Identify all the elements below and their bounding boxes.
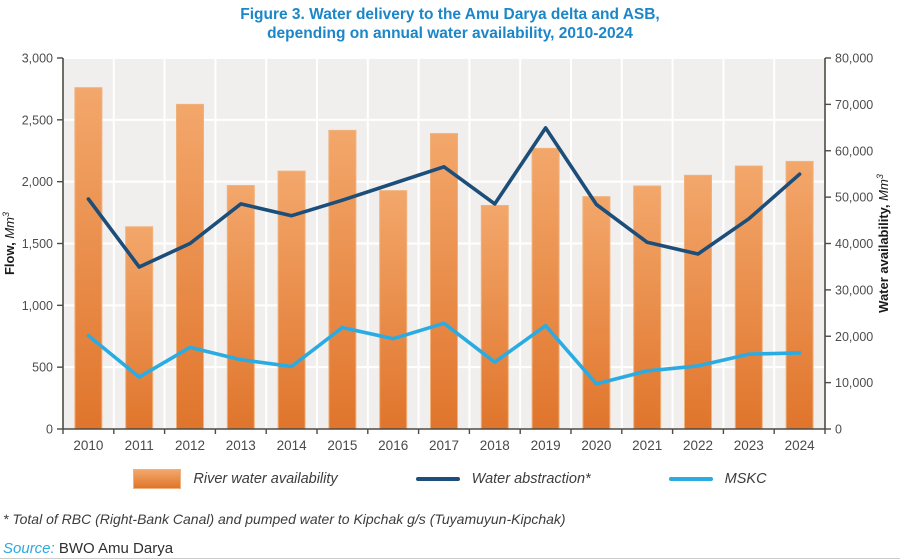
x-label-2019: 2019 bbox=[531, 438, 561, 453]
left-tick-2,500: 2,500 bbox=[22, 113, 53, 127]
x-label-2020: 2020 bbox=[581, 438, 611, 453]
right-tick-50,000: 50,000 bbox=[835, 191, 873, 205]
figure-title-line1: Figure 3. Water delivery to the Amu Dary… bbox=[240, 6, 660, 23]
bar-2015 bbox=[328, 129, 357, 430]
bar-2012 bbox=[176, 103, 204, 430]
bar-2021 bbox=[633, 185, 662, 430]
chart-area: 0 500 1,000 1,500 2,000 2,500 3,000 0 10,000 20,0… bbox=[0, 48, 900, 460]
x-label-2017: 2017 bbox=[429, 438, 459, 453]
river-water-availability-swatch bbox=[133, 469, 182, 489]
x-label-2022: 2022 bbox=[683, 438, 713, 453]
legend-label-river-water-availability: River water availability bbox=[193, 471, 338, 487]
right-tick-60,000: 60,000 bbox=[835, 144, 873, 158]
right-tick-40,000: 40,000 bbox=[835, 237, 873, 251]
bar-2020 bbox=[582, 196, 611, 430]
source-label: Source: bbox=[3, 540, 55, 557]
right-tick-10,000: 10,000 bbox=[835, 376, 873, 390]
left-tick-3,000: 3,000 bbox=[22, 52, 53, 66]
bar-2010 bbox=[74, 87, 103, 430]
bottom-divider bbox=[0, 558, 900, 559]
chart-svg: 0 500 1,000 1,500 2,000 2,500 3,000 0 10,000 20,0… bbox=[1, 52, 891, 454]
x-axis-labels: 2010 2011 2012 2013 2014 2015 2016 2017 2018 2019… bbox=[73, 438, 815, 453]
right-tick-20,000: 20,000 bbox=[835, 330, 873, 344]
right-tick-70,000: 70,000 bbox=[835, 98, 873, 112]
bar-2023 bbox=[734, 165, 763, 430]
left-tick-1,000: 1,000 bbox=[22, 299, 53, 313]
left-tick-1,500: 1,500 bbox=[22, 237, 53, 251]
left-tick-500: 500 bbox=[32, 361, 53, 375]
right-tick-0: 0 bbox=[835, 423, 842, 437]
bars-river-water-availability bbox=[74, 87, 814, 430]
right-tick-30,000: 30,000 bbox=[835, 283, 873, 297]
bar-2013 bbox=[226, 185, 255, 430]
mskc-line bbox=[86, 321, 802, 386]
legend-label-mskc: MSKC bbox=[724, 471, 767, 487]
bar-2011 bbox=[125, 226, 154, 430]
left-tick-2,000: 2,000 bbox=[22, 175, 53, 189]
left-axis-title: Flow, Mm3 bbox=[1, 212, 17, 275]
mskc-line-swatch bbox=[668, 477, 713, 481]
x-label-2011: 2011 bbox=[125, 438, 154, 453]
legend-item-water-abstraction: Water abstraction* bbox=[415, 471, 591, 487]
legend-item-mskc: MSKC bbox=[668, 471, 767, 487]
footnote: * Total of RBC (Right-Bank Canal) and pu… bbox=[3, 511, 566, 527]
right-tick-80,000: 80,000 bbox=[835, 52, 873, 66]
source-line: Source: BWO Amu Darya bbox=[3, 540, 173, 557]
bar-2022 bbox=[684, 174, 712, 430]
bar-2017 bbox=[430, 133, 458, 430]
x-label-2016: 2016 bbox=[378, 438, 408, 453]
water-abstraction-line bbox=[86, 126, 802, 269]
left-tick-0: 0 bbox=[46, 423, 53, 437]
legend-item-river-water-availability: River water availability bbox=[133, 469, 338, 489]
x-label-2024: 2024 bbox=[785, 438, 816, 453]
water-abstraction-line-swatch bbox=[415, 477, 460, 481]
x-label-2010: 2010 bbox=[73, 438, 103, 453]
x-label-2018: 2018 bbox=[480, 438, 510, 453]
figure-title-line2: depending on annual water availability, … bbox=[267, 25, 633, 42]
source-text: BWO Amu Darya bbox=[58, 540, 174, 557]
left-axis-tick-labels: 0 500 1,000 1,500 2,000 2,500 3,000 bbox=[22, 52, 53, 437]
x-label-2015: 2015 bbox=[327, 438, 357, 453]
bar-2018 bbox=[480, 204, 509, 430]
bar-2016 bbox=[379, 190, 408, 430]
chart-legend: River water availability Water abstracti… bbox=[0, 463, 900, 495]
figure-title: Figure 3. Water delivery to the Amu Dary… bbox=[0, 5, 900, 43]
right-axis-tick-labels: 0 10,000 20,000 30,000 40,000 50,000 60,000 70,… bbox=[835, 52, 873, 437]
x-label-2014: 2014 bbox=[277, 438, 308, 453]
legend-label-water-abstraction: Water abstraction* bbox=[471, 471, 591, 487]
x-label-2012: 2012 bbox=[175, 438, 205, 453]
tick-marks bbox=[57, 57, 831, 434]
bar-2019 bbox=[531, 147, 560, 430]
x-label-2021: 2021 bbox=[632, 438, 662, 453]
right-axis-title: Water availability, Mm3 bbox=[875, 174, 891, 313]
bar-2014 bbox=[277, 170, 306, 430]
x-label-2023: 2023 bbox=[734, 438, 764, 453]
bar-2024 bbox=[785, 160, 814, 430]
x-label-2013: 2013 bbox=[226, 438, 256, 453]
